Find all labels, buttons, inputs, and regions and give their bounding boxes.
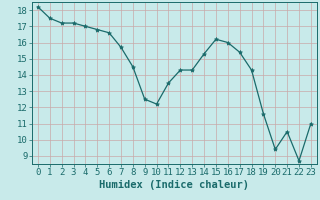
X-axis label: Humidex (Indice chaleur): Humidex (Indice chaleur) (100, 180, 249, 190)
